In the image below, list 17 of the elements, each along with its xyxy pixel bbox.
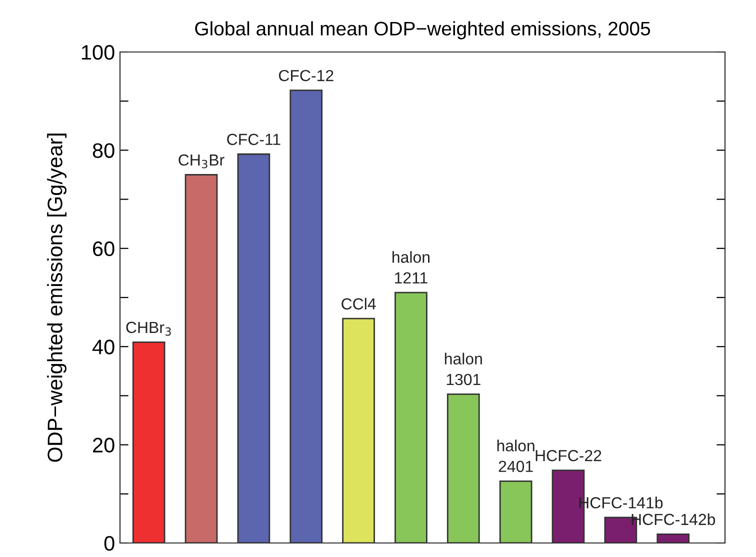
x-tick-label: HCFC-22 — [536, 450, 602, 462]
y-tick-label: 0 — [104, 536, 114, 551]
x-tick-label: CCl4 — [342, 298, 376, 310]
x-tick-label: halon 1301 — [444, 352, 482, 386]
chart-title: Global annual mean ODP−weighted emissions, 2005 — [195, 21, 650, 40]
x-tick-label: CFC-11 — [227, 134, 280, 146]
y-axis-title: ODP−weighted emissions [Gg/year] — [47, 134, 66, 462]
x-tick-label: CFC-12 — [278, 70, 334, 82]
y-tick-label: 40 — [92, 340, 114, 354]
x-tick-label: halon 1211 — [392, 251, 430, 284]
x-tick-label: halon 2401 — [497, 440, 534, 472]
x-tick-label: CHBr$_{3}$ — [126, 322, 171, 336]
y-tick-label: 60 — [93, 241, 114, 256]
x-tick-label: CH$_{3}$Br — [178, 154, 224, 168]
y-tick-label: 20 — [93, 438, 114, 453]
y-tick-label: 80 — [92, 143, 114, 158]
y-tick-label: 100 — [82, 45, 114, 60]
